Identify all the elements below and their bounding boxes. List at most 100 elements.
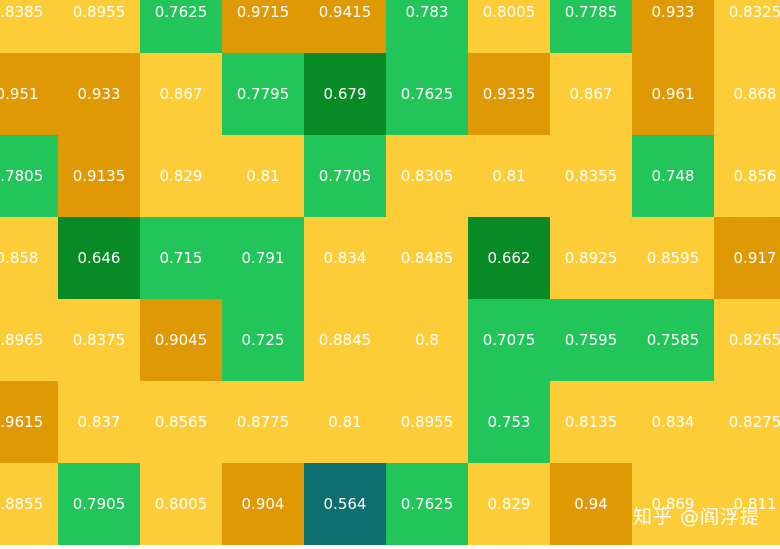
cell-value-label: 0.951 [0,85,38,103]
cell-value-label: 0.8005 [155,495,208,513]
cell-value-label: 0.753 [488,413,531,431]
heatmap-cell [0,53,58,135]
cell-value-label: 0.811 [734,495,777,513]
cell-value-label: 0.7705 [319,167,372,185]
heatmap-cell [0,463,58,545]
heatmap-cell [140,381,222,463]
cell-value-label: 0.867 [160,85,203,103]
cell-value-label: 0.81 [492,167,525,185]
watermark-text: 知乎 @阎浮提 [632,506,760,528]
heatmap-cell [550,217,632,299]
cell-value-label: 0.564 [324,495,367,513]
heatmap-cell [550,53,632,135]
heatmap-cell [550,299,632,381]
cell-value-label: 0.869 [652,495,695,513]
heatmap-cell [304,381,386,463]
heatmap-cell [714,0,780,53]
cell-value-label: 0.7905 [73,495,126,513]
cell-value-label: 0.662 [488,249,531,267]
heatmap-cell [386,463,468,545]
cell-value-label: 0.8845 [319,331,372,349]
heatmap-cell [222,0,304,53]
heatmap-cell [0,0,58,53]
cell-value-label: 0.834 [652,413,695,431]
cell-value-label: 0.8005 [483,3,536,21]
heatmap-cell [304,217,386,299]
cell-value-label: 0.646 [78,249,121,267]
cell-value-label: 0.917 [734,249,777,267]
heatmap-cell [632,299,714,381]
heatmap-cell [304,0,386,53]
cell-value-label: 0.7625 [155,3,208,21]
cell-value-label: 0.8305 [401,167,454,185]
cell-value-label: 0.94 [574,495,607,513]
cell-value-label: 0.834 [324,249,367,267]
cell-value-label: 0.7625 [401,85,454,103]
heatmap-cell [140,463,222,545]
cell-value-label: 0.7805 [0,167,43,185]
heatmap-cell [0,381,58,463]
cell-value-label: 0.8355 [565,167,618,185]
heatmap-cell [222,463,304,545]
heatmap-cell [468,135,550,217]
cell-value-label: 0.933 [652,3,695,21]
cell-value-label: 0.725 [242,331,285,349]
cell-value-label: 0.748 [652,167,695,185]
heatmap-cell [222,381,304,463]
heatmap-cell [58,135,140,217]
heatmap-cell [140,217,222,299]
heatmap-cell [714,53,780,135]
heatmap-cell [714,135,780,217]
cell-value-label: 0.7785 [565,3,618,21]
heatmap-cell [386,217,468,299]
heatmap-cell [0,299,58,381]
heatmap-cell [58,299,140,381]
heatmap-cell [632,53,714,135]
cell-value-label: 0.783 [406,3,449,21]
cell-value-label: 0.867 [570,85,613,103]
heatmap-cell [58,381,140,463]
heatmap-cell [386,135,468,217]
cell-value-label: 0.8565 [155,413,208,431]
cell-value-label: 0.791 [242,249,285,267]
cell-value-label: 0.8955 [401,413,454,431]
cell-value-label: 0.8855 [0,495,43,513]
heatmap-cell [304,299,386,381]
heatmap-cell [468,53,550,135]
heatmap-cell [58,0,140,53]
heatmap-cell [0,135,58,217]
heatmap-cell [222,53,304,135]
cell-value-label: 0.829 [488,495,531,513]
cell-value-label: 0.81 [328,413,361,431]
heatmap-cell [140,299,222,381]
cell-value-label: 0.7625 [401,495,454,513]
cell-value-label: 0.9045 [155,331,208,349]
heatmap-cell [632,0,714,53]
cell-value-label: 0.8485 [401,249,454,267]
heatmap-cell [632,463,714,545]
cell-value-label: 0.8375 [73,331,126,349]
heatmap-cell [140,53,222,135]
cell-value-label: 0.8775 [237,413,290,431]
heatmap-cell [632,217,714,299]
heatmap-cell [714,217,780,299]
heatmap-cell [468,381,550,463]
heatmap-cell [386,299,468,381]
cell-value-label: 0.856 [734,167,777,185]
heatmap-cell [632,135,714,217]
heatmap-cell [550,0,632,53]
heatmap-cell [550,463,632,545]
heatmap-cell [222,217,304,299]
cell-value-label: 0.8925 [565,249,618,267]
cell-value-label: 0.933 [78,85,121,103]
cell-value-label: 0.829 [160,167,203,185]
cell-value-label: 0.7595 [565,331,618,349]
heatmap-cell [222,135,304,217]
cell-value-label: 0.715 [160,249,203,267]
cell-value-label: 0.8265 [729,331,780,349]
cell-value-label: 0.8275 [729,413,780,431]
heatmap-cell [632,381,714,463]
heatmap-cell [304,135,386,217]
cell-value-label: 0.9135 [73,167,126,185]
